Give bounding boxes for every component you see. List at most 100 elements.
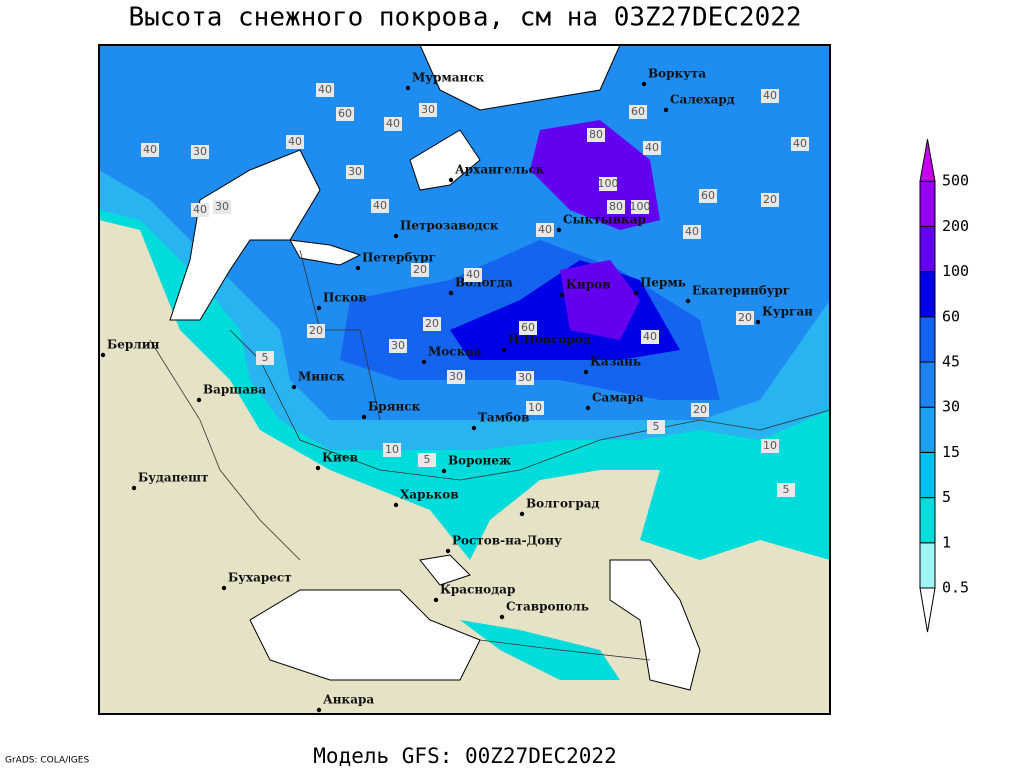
- contour-label: 40: [763, 89, 777, 102]
- city-label: Курган: [762, 305, 813, 319]
- contour-label: 80: [609, 200, 623, 213]
- colorbar-label: 5: [942, 488, 951, 506]
- city-dot: [221, 585, 227, 591]
- contour-label-box: [256, 351, 274, 365]
- contour-label: 40: [645, 141, 659, 154]
- city-label: Екатеринбург: [692, 284, 790, 298]
- azov-sea: [419, 554, 471, 586]
- contour-label-box: [699, 189, 717, 203]
- city-dot: [393, 233, 399, 239]
- colorbar-segment: [919, 316, 936, 363]
- contour-label-box: [316, 83, 334, 97]
- contour-label: 40: [643, 330, 657, 343]
- city-label: Петербург: [362, 251, 436, 265]
- contour-label-box: [419, 103, 437, 117]
- city-label: Харьков: [400, 488, 459, 502]
- city-label: Казань: [590, 355, 641, 369]
- contour-label: 40: [386, 117, 400, 130]
- city-dot: [519, 511, 525, 517]
- white-sea: [409, 129, 481, 191]
- contour-label: 40: [685, 225, 699, 238]
- city-label: Москва: [428, 345, 482, 359]
- city-dot: [421, 359, 427, 365]
- colorbar-segment: [919, 180, 936, 227]
- contour-label: 20: [693, 403, 707, 416]
- border: [149, 339, 301, 561]
- contour-label-box: [411, 263, 429, 277]
- contour-label: 5: [424, 453, 431, 466]
- city-dot: [556, 227, 562, 233]
- city-label: Вологда: [455, 276, 513, 290]
- footer: Модель GFS: 00Z27DEC2022: [313, 744, 616, 768]
- contour-label: 40: [288, 135, 302, 148]
- colorbar-label: 0.5: [942, 579, 969, 597]
- city-label: Самара: [592, 391, 644, 405]
- city-dot: [316, 305, 322, 311]
- contour-label-box: [683, 225, 701, 239]
- city-dot: [393, 502, 399, 508]
- contour-label-box: [286, 135, 304, 149]
- colorbar-segment: [919, 225, 936, 273]
- city-label: Архангельск: [455, 163, 545, 177]
- colorbar-label: 500: [942, 172, 969, 190]
- contour-label-box: [647, 420, 665, 434]
- contour-label-box: [736, 311, 754, 325]
- contour-label: 60: [701, 189, 715, 202]
- contour-label-box: [191, 203, 209, 217]
- contour-label: 20: [738, 311, 752, 324]
- city-dot: [583, 369, 589, 375]
- city-dot: [405, 85, 411, 91]
- contour-label-box: [761, 193, 779, 207]
- city-label: Воронеж: [448, 454, 511, 468]
- city-dot: [445, 548, 451, 554]
- city-label: Петрозаводск: [400, 219, 499, 233]
- city-dot: [433, 597, 439, 603]
- caspian-sea: [609, 559, 701, 691]
- border: [229, 329, 831, 481]
- city-dot: [499, 614, 505, 620]
- snow-mountains: [460, 620, 620, 680]
- city-label: Пермь: [640, 276, 686, 290]
- contour-label: 10: [528, 401, 542, 414]
- contour-label: 10: [763, 439, 777, 452]
- contour-label-box: [418, 453, 436, 467]
- city-dot: [471, 425, 477, 431]
- contour-label-box: [384, 117, 402, 131]
- border: [479, 639, 651, 661]
- colorbar-segment: [919, 406, 936, 453]
- contour-label-box: [761, 89, 779, 103]
- contour-label-box: [526, 401, 544, 415]
- contour-label-box: [447, 370, 465, 384]
- border: [299, 249, 381, 421]
- city-dot: [501, 347, 507, 353]
- contour-label-box: [383, 443, 401, 457]
- contour-label-box: [761, 439, 779, 453]
- contour-label: 40: [193, 203, 207, 216]
- city-label: Минск: [298, 370, 345, 384]
- city-dot: [685, 298, 691, 304]
- city-label: Варшава: [203, 383, 266, 397]
- contour-label-box: [629, 105, 647, 119]
- contour-label: 40: [466, 268, 480, 281]
- city-label: Ростов-на-Дону: [452, 534, 562, 548]
- colorbar-label: 15: [942, 443, 960, 461]
- contour-label-box: [599, 177, 617, 191]
- city-label: Тамбов: [478, 411, 529, 425]
- city-label: Ставрополь: [506, 600, 589, 614]
- contour-label-box: [587, 128, 605, 142]
- colorbar-label: 45: [942, 353, 960, 371]
- city-label: Киров: [566, 278, 611, 292]
- city-dot: [585, 405, 591, 411]
- contour-label-box: [641, 330, 659, 344]
- contour-label-box: [336, 107, 354, 121]
- contour-label: 20: [425, 317, 439, 330]
- contour-label: 40: [373, 199, 387, 212]
- colorbar-segment: [919, 271, 936, 318]
- city-label: Воркута: [648, 67, 706, 81]
- contour-label: 30: [391, 339, 405, 352]
- colorbar-segment: [919, 361, 936, 408]
- city-dot: [361, 414, 367, 420]
- city-label: Салехард: [670, 93, 735, 107]
- city-dot: [641, 81, 647, 87]
